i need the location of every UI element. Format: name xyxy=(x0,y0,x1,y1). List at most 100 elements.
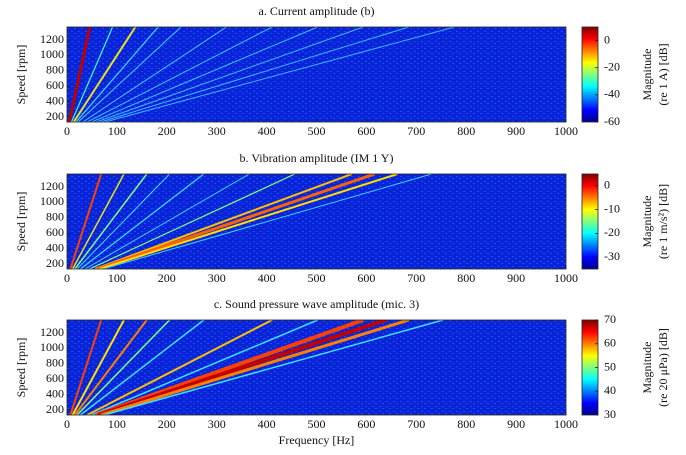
y-tick-label: 600 xyxy=(46,371,64,385)
y-tick-label: 800 xyxy=(46,63,64,77)
colorbar xyxy=(581,173,599,270)
y-tick-label: 800 xyxy=(46,210,64,224)
y-tick-label: 1000 xyxy=(40,340,64,354)
x-tick-label: 600 xyxy=(357,417,375,431)
panel-title: c. Sound pressure wave amplitude (mic. 3… xyxy=(214,297,419,311)
x-tick-label: 600 xyxy=(357,124,375,138)
colorbar-tick-label: 60 xyxy=(604,336,616,350)
colorbar-label: Magnitude xyxy=(640,342,654,394)
x-tick-label: 200 xyxy=(158,124,176,138)
panel: b. Vibration amplitude (IM 1 Y) Speed [rp… xyxy=(14,151,670,285)
x-tick-label: 1000 xyxy=(554,124,578,138)
y-tick-label: 1200 xyxy=(40,325,64,339)
order-line xyxy=(103,320,444,415)
order-line xyxy=(77,27,182,122)
x-tick-label: 800 xyxy=(457,417,475,431)
order-line xyxy=(74,174,148,269)
x-tick-label: 300 xyxy=(208,271,226,285)
colorbar-tick-label: -40 xyxy=(604,87,620,101)
order-line xyxy=(86,27,273,122)
x-tick-label: 200 xyxy=(158,271,176,285)
colorbar-tick-label: 0 xyxy=(604,32,610,46)
y-tick-label: 400 xyxy=(46,386,64,400)
x-tick-label: 200 xyxy=(158,417,176,431)
y-axis-label: Speed [rpm] xyxy=(14,192,28,252)
x-tick-label: 600 xyxy=(357,271,375,285)
order-line xyxy=(97,320,387,415)
y-tick-label: 200 xyxy=(46,109,64,123)
y-tick-label: 600 xyxy=(46,225,64,239)
x-tick-label: 400 xyxy=(258,417,276,431)
order-line xyxy=(91,27,318,122)
colorbar-tick-label: -20 xyxy=(604,59,620,73)
x-tick-label: 300 xyxy=(208,124,226,138)
colorbar-label: (re 1 A) [dB] xyxy=(656,43,670,105)
x-tick-label: 500 xyxy=(308,417,326,431)
order-line xyxy=(76,320,171,415)
colorbar-label: (re 20 μPa) [dB] xyxy=(656,328,670,407)
heatmap xyxy=(67,27,566,122)
y-tick-label: 1000 xyxy=(40,194,64,208)
colorbar-tick-label: 40 xyxy=(604,383,616,397)
y-axis-label: Speed [rpm] xyxy=(14,338,28,398)
order-line xyxy=(74,320,148,415)
order-line xyxy=(69,174,103,269)
panel-title: b. Vibration amplitude (IM 1 Y) xyxy=(240,151,394,165)
y-tick-label: 1000 xyxy=(40,47,64,61)
x-tick-label: 500 xyxy=(308,124,326,138)
x-tick-label: 700 xyxy=(407,417,425,431)
y-tick-label: 200 xyxy=(46,402,64,416)
colorbar-label: Magnitude xyxy=(640,196,654,248)
x-tick-label: 1000 xyxy=(554,271,578,285)
colorbar-tick-label: -30 xyxy=(604,249,620,263)
x-tick-label: 400 xyxy=(258,124,276,138)
x-tick-label: 1000 xyxy=(554,417,578,431)
x-tick-label: 800 xyxy=(457,271,475,285)
order-line xyxy=(100,27,409,122)
x-tick-label: 500 xyxy=(308,271,326,285)
x-tick-label: 900 xyxy=(507,271,525,285)
order-line xyxy=(102,174,432,269)
y-tick-label: 200 xyxy=(46,256,64,270)
x-tick-label: 0 xyxy=(64,417,70,431)
x-tick-label: 0 xyxy=(64,124,70,138)
colorbar-tick-label: 50 xyxy=(604,359,616,373)
order-line xyxy=(100,320,410,415)
y-tick-label: 1200 xyxy=(40,32,64,46)
order-line xyxy=(86,320,273,415)
order-line xyxy=(105,27,455,122)
colorbar-label: (re 1 m/s²) [dB] xyxy=(656,184,670,259)
x-tick-label: 700 xyxy=(407,124,425,138)
order-line xyxy=(76,174,170,269)
y-axis-label: Speed [rpm] xyxy=(14,45,28,105)
order-line xyxy=(75,27,159,122)
x-tick-label: 0 xyxy=(64,271,70,285)
order-line xyxy=(69,320,103,415)
colorbar-tick-label: 0 xyxy=(604,178,610,192)
y-tick-label: 600 xyxy=(46,78,64,92)
order-line xyxy=(89,174,296,269)
x-tick-label: 400 xyxy=(258,271,276,285)
y-tick-label: 400 xyxy=(46,93,64,107)
order-line xyxy=(71,174,125,269)
order-line xyxy=(72,27,137,122)
colorbar xyxy=(581,26,599,123)
heatmap xyxy=(67,174,566,269)
x-axis-label: Frequency [Hz] xyxy=(279,433,355,447)
x-tick-label: 100 xyxy=(108,417,126,431)
heatmap xyxy=(67,320,566,415)
x-tick-label: 900 xyxy=(507,124,525,138)
y-tick-label: 1200 xyxy=(40,179,64,193)
order-line xyxy=(96,27,364,122)
colorbar-tick-label: 70 xyxy=(604,312,616,326)
x-tick-label: 300 xyxy=(208,417,226,431)
colorbar-tick-label: -60 xyxy=(604,114,620,128)
order-line xyxy=(94,174,353,269)
order-line xyxy=(84,174,250,269)
x-tick-label: 800 xyxy=(457,124,475,138)
y-tick-label: 800 xyxy=(46,356,64,370)
colorbar-label: Magnitude xyxy=(640,49,654,101)
colorbar-tick-label: -20 xyxy=(604,225,620,239)
order-line xyxy=(82,27,227,122)
